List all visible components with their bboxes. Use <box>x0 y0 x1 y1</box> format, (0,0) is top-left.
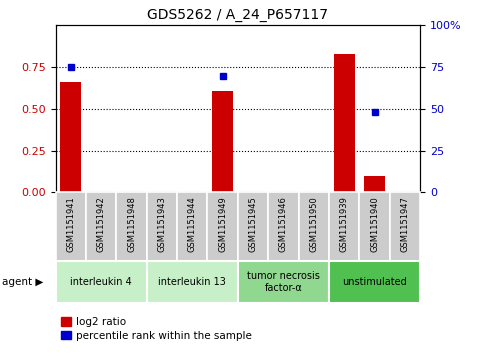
Bar <box>359 192 390 261</box>
Bar <box>86 192 116 261</box>
Bar <box>212 90 233 192</box>
Text: GSM1151944: GSM1151944 <box>188 196 197 252</box>
Bar <box>390 192 420 261</box>
Text: GSM1151945: GSM1151945 <box>249 196 257 252</box>
Text: tumor necrosis
factor-α: tumor necrosis factor-α <box>247 272 320 293</box>
Text: GSM1151946: GSM1151946 <box>279 196 288 252</box>
Bar <box>364 176 385 192</box>
Bar <box>56 261 147 303</box>
Bar <box>268 192 298 261</box>
Text: interleukin 4: interleukin 4 <box>70 277 132 287</box>
Text: GSM1151941: GSM1151941 <box>66 196 75 252</box>
Bar <box>56 192 86 261</box>
Text: GSM1151947: GSM1151947 <box>400 196 410 252</box>
Text: agent ▶: agent ▶ <box>2 277 44 287</box>
Bar <box>329 261 420 303</box>
Text: GSM1151942: GSM1151942 <box>97 196 106 252</box>
Bar <box>298 192 329 261</box>
Text: GSM1151948: GSM1151948 <box>127 196 136 252</box>
Title: GDS5262 / A_24_P657117: GDS5262 / A_24_P657117 <box>147 8 328 22</box>
Bar <box>208 192 238 261</box>
Text: GSM1151943: GSM1151943 <box>157 196 167 252</box>
Text: interleukin 13: interleukin 13 <box>158 277 226 287</box>
Bar <box>334 54 355 192</box>
Bar <box>329 192 359 261</box>
Bar <box>238 192 268 261</box>
Text: GSM1151939: GSM1151939 <box>340 196 349 252</box>
Bar <box>116 192 147 261</box>
Bar <box>60 82 81 192</box>
Bar <box>177 192 208 261</box>
Bar <box>147 261 238 303</box>
Bar <box>147 192 177 261</box>
Text: unstimulated: unstimulated <box>342 277 407 287</box>
Text: GSM1151949: GSM1151949 <box>218 196 227 252</box>
Bar <box>238 261 329 303</box>
Legend: log2 ratio, percentile rank within the sample: log2 ratio, percentile rank within the s… <box>61 317 252 340</box>
Text: GSM1151940: GSM1151940 <box>370 196 379 252</box>
Text: GSM1151950: GSM1151950 <box>309 196 318 252</box>
